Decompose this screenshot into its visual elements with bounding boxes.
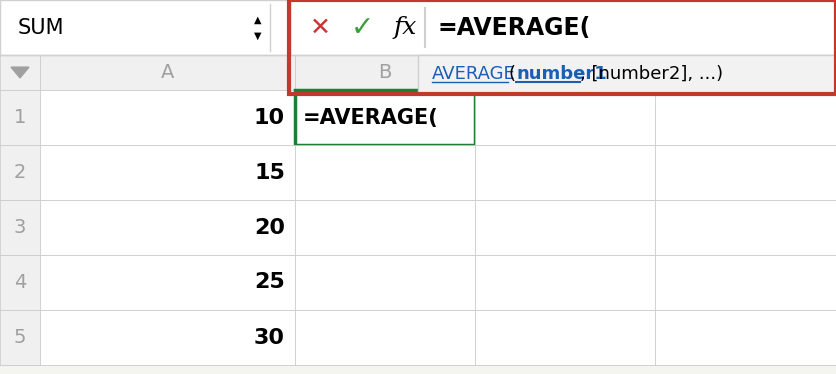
Text: (: ( (508, 65, 515, 83)
Bar (295, 145, 475, 200)
Text: number1: number1 (516, 65, 607, 83)
Bar (295, 200, 475, 255)
Bar (475, 310, 655, 365)
Bar (655, 90, 836, 145)
Bar (0, 255, 40, 310)
Text: 5: 5 (13, 328, 26, 347)
Bar (295, 90, 475, 145)
Bar (295, 310, 475, 365)
Bar (40, 310, 295, 365)
Text: fx: fx (393, 16, 416, 39)
Bar (655, 255, 836, 310)
Bar (0, 145, 40, 200)
Bar (0, 90, 40, 145)
Bar (40, 145, 295, 200)
Bar (418, 55, 836, 93)
Bar (0, 55, 40, 90)
Bar (295, 55, 475, 90)
Text: B: B (379, 63, 392, 82)
Text: , [number2], ...): , [number2], ...) (580, 65, 723, 83)
Bar (40, 55, 295, 90)
Text: ✕: ✕ (309, 15, 330, 40)
Bar (290, 0, 836, 55)
Bar (655, 55, 836, 90)
Bar (40, 90, 295, 145)
Text: 25: 25 (254, 273, 285, 292)
Text: 1: 1 (14, 108, 26, 127)
Text: 4: 4 (14, 273, 26, 292)
Text: SUM: SUM (18, 18, 64, 37)
Bar (295, 255, 475, 310)
Text: ▼: ▼ (254, 31, 262, 40)
Bar (475, 55, 655, 90)
Bar (475, 255, 655, 310)
Text: 10: 10 (254, 107, 285, 128)
Bar (475, 90, 655, 145)
Bar (655, 200, 836, 255)
Text: D: D (738, 63, 753, 82)
Text: A: A (161, 63, 174, 82)
Bar (40, 200, 295, 255)
Text: 3: 3 (14, 218, 26, 237)
Text: =AVERAGE(: =AVERAGE( (303, 107, 439, 128)
Text: C: C (558, 63, 572, 82)
Bar (40, 255, 295, 310)
Bar (0, 0, 290, 55)
Text: 30: 30 (254, 328, 285, 347)
Bar (655, 145, 836, 200)
Bar (655, 310, 836, 365)
Text: 15: 15 (254, 162, 285, 183)
Text: ▲: ▲ (254, 15, 262, 25)
Bar (289, 0, 836, 94)
Bar (475, 200, 655, 255)
Text: ✓: ✓ (350, 13, 374, 42)
Bar (475, 145, 655, 200)
Text: 2: 2 (14, 163, 26, 182)
Text: 20: 20 (254, 218, 285, 237)
Text: AVERAGE: AVERAGE (432, 65, 516, 83)
Bar (0, 310, 40, 365)
Text: =AVERAGE(: =AVERAGE( (438, 15, 591, 40)
Polygon shape (11, 67, 29, 78)
Bar (0, 200, 40, 255)
